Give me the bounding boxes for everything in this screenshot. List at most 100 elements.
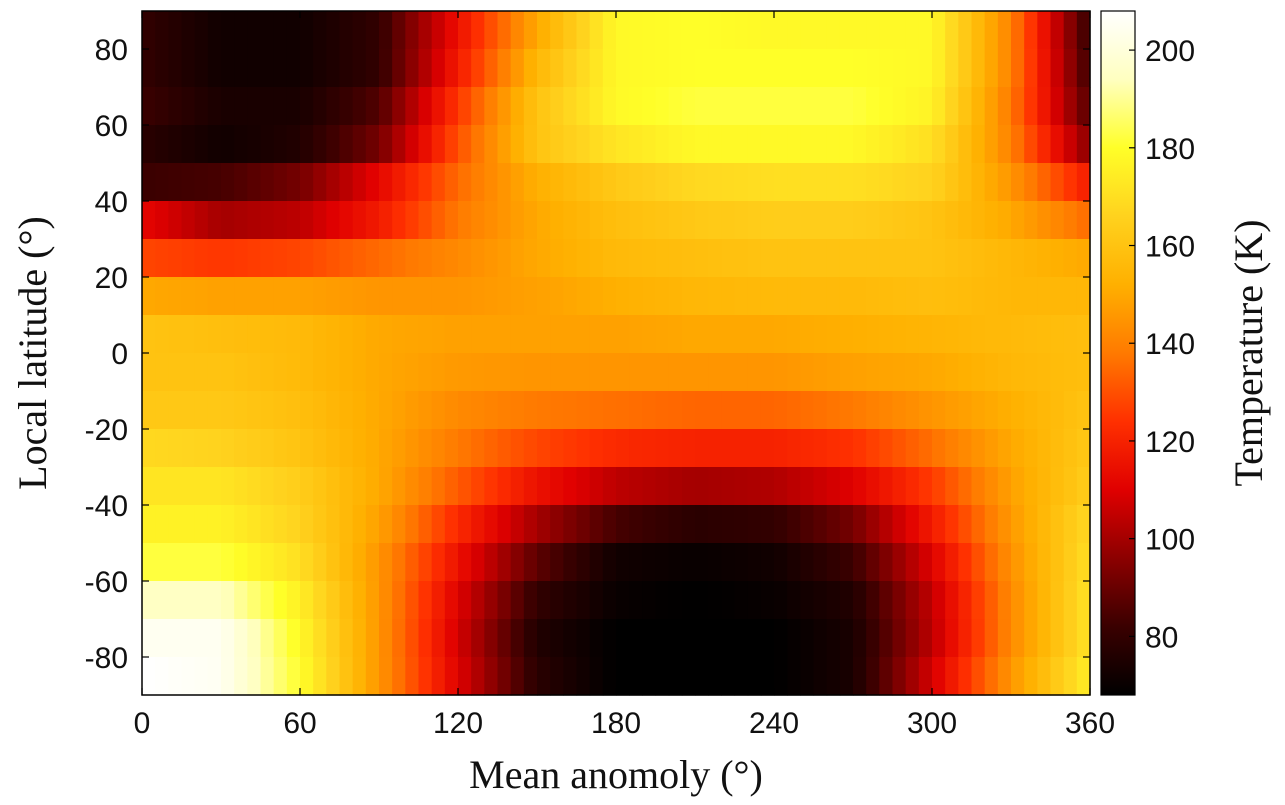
heatmap-cell	[1011, 391, 1025, 430]
heatmap-cell	[471, 505, 485, 544]
heatmap-cell	[589, 353, 604, 392]
heatmap-cell	[365, 619, 380, 658]
heatmap-cell	[497, 429, 512, 468]
heatmap-cell	[431, 543, 446, 582]
heatmap-cell	[747, 657, 762, 696]
heatmap-cell	[431, 505, 446, 544]
heatmap-cell	[971, 277, 986, 316]
heatmap-cell	[576, 467, 591, 506]
y-axis-label: Local latitude (°)	[10, 216, 55, 490]
heatmap-cell	[537, 657, 551, 696]
heatmap-cell	[813, 467, 828, 506]
heatmap-cell	[471, 49, 485, 88]
heatmap-cell	[510, 315, 525, 354]
heatmap-cell	[576, 657, 591, 696]
heatmap-cell	[774, 277, 788, 316]
heatmap-cell	[168, 353, 183, 392]
heatmap-cell	[760, 11, 775, 50]
heatmap-cell	[405, 11, 420, 50]
heatmap-cell	[207, 87, 222, 126]
heatmap-cell	[155, 125, 169, 164]
heatmap-cell	[984, 543, 999, 582]
heatmap-cell	[813, 505, 828, 544]
heatmap-cell	[853, 315, 867, 354]
heatmap-cell	[142, 315, 156, 354]
x-tick-label: 0	[134, 707, 151, 740]
heatmap-cell	[1011, 11, 1025, 50]
heatmap-cell	[168, 163, 183, 202]
heatmap-cell	[142, 657, 156, 696]
heatmap-cell	[997, 391, 1012, 430]
heatmap-cell	[787, 239, 801, 278]
heatmap-cell	[431, 163, 446, 202]
heatmap-cell	[892, 49, 907, 88]
heatmap-cell	[379, 87, 393, 126]
heatmap-cell	[273, 239, 288, 278]
heatmap-cell	[695, 315, 709, 354]
heatmap-cell	[589, 429, 604, 468]
heatmap-cell	[405, 391, 420, 430]
heatmap-cell	[484, 315, 499, 354]
heatmap-cell	[984, 505, 999, 544]
heatmap-cell	[194, 239, 209, 278]
heatmap-cell	[313, 657, 327, 696]
heatmap-cell	[787, 163, 801, 202]
heatmap-cell	[405, 315, 420, 354]
heatmap-cell	[339, 239, 354, 278]
heatmap-cell	[313, 581, 327, 620]
heatmap-cell	[681, 163, 696, 202]
heatmap-cell	[932, 429, 946, 468]
heatmap-cell	[405, 49, 420, 88]
heatmap-cell	[497, 581, 512, 620]
heatmap-cell	[1024, 239, 1038, 278]
heatmap-cell	[365, 11, 380, 50]
heatmap-cell	[760, 125, 775, 164]
heatmap-cell	[471, 353, 485, 392]
heatmap-cell	[537, 581, 551, 620]
heatmap-cell	[945, 353, 959, 392]
heatmap-cell	[839, 429, 854, 468]
heatmap-cell	[932, 619, 946, 658]
heatmap-cell	[760, 619, 775, 658]
heatmap-cell	[1011, 657, 1025, 696]
x-tick-label: 120	[433, 707, 483, 740]
heatmap-cell	[945, 87, 959, 126]
heatmap-cell	[918, 125, 933, 164]
heatmap-cell	[365, 581, 380, 620]
heatmap-cell	[905, 619, 920, 658]
heatmap-cell	[905, 125, 920, 164]
heatmap-cell	[708, 87, 722, 126]
heatmap-cell	[629, 657, 643, 696]
heatmap-cell	[471, 429, 485, 468]
heatmap-cell	[760, 657, 775, 696]
colorbar	[1100, 10, 1136, 696]
heatmap-cell	[365, 353, 380, 392]
heatmap-cell	[668, 467, 683, 506]
heatmap-cell	[234, 505, 248, 544]
heatmap-cell	[550, 11, 564, 50]
heatmap-cell	[484, 429, 499, 468]
heatmap-cell	[866, 277, 880, 316]
heatmap-cell	[589, 125, 604, 164]
heatmap-cell	[945, 467, 959, 506]
heatmap-cell	[273, 657, 288, 696]
heatmap-cell	[576, 543, 591, 582]
heatmap-cell	[523, 429, 538, 468]
heatmap-cell	[971, 315, 986, 354]
heatmap-cell	[405, 201, 420, 240]
heatmap-cell	[668, 239, 683, 278]
heatmap-cell	[418, 353, 433, 392]
heatmap-cell	[892, 657, 907, 696]
heatmap-cell	[1037, 49, 1052, 88]
heatmap-cell	[247, 353, 262, 392]
heatmap-cell	[194, 353, 209, 392]
heatmap-cell	[260, 125, 275, 164]
heatmap-cell	[458, 505, 472, 544]
heatmap-cell	[484, 391, 499, 430]
heatmap-cell	[589, 505, 604, 544]
heatmap-cell	[945, 581, 959, 620]
heatmap-cell	[668, 277, 683, 316]
heatmap-cell	[431, 201, 446, 240]
heatmap-cell	[510, 619, 525, 658]
heatmap-cell	[181, 125, 196, 164]
